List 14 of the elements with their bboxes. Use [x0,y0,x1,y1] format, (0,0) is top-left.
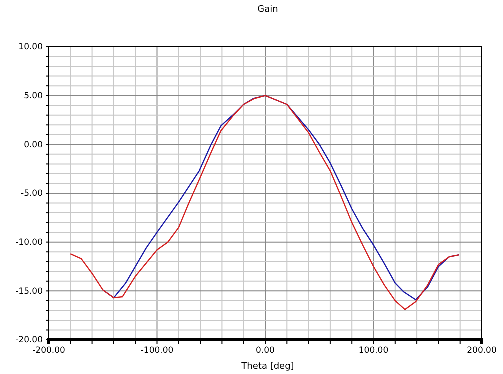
x-tick-label: 200.00 [467,346,497,356]
x-tick-label: -100.00 [140,346,174,356]
x-axis-title: Theta [deg] [240,362,294,372]
y-tick-label: 0.00 [24,140,43,150]
y-tick-label: -5.00 [21,189,43,200]
y-tick-label: -20.00 [16,336,43,346]
x-tick-label: -200.00 [32,346,66,356]
x-tick-label: 100.00 [358,346,389,356]
chart-title: Gain [258,5,278,15]
y-tick-label: -10.00 [16,238,43,248]
x-tick-label: 0.00 [256,346,275,356]
y-tick-label: -15.00 [16,286,43,297]
y-tick-label: 5.00 [24,92,43,102]
y-tick-label: 10.00 [18,42,43,53]
